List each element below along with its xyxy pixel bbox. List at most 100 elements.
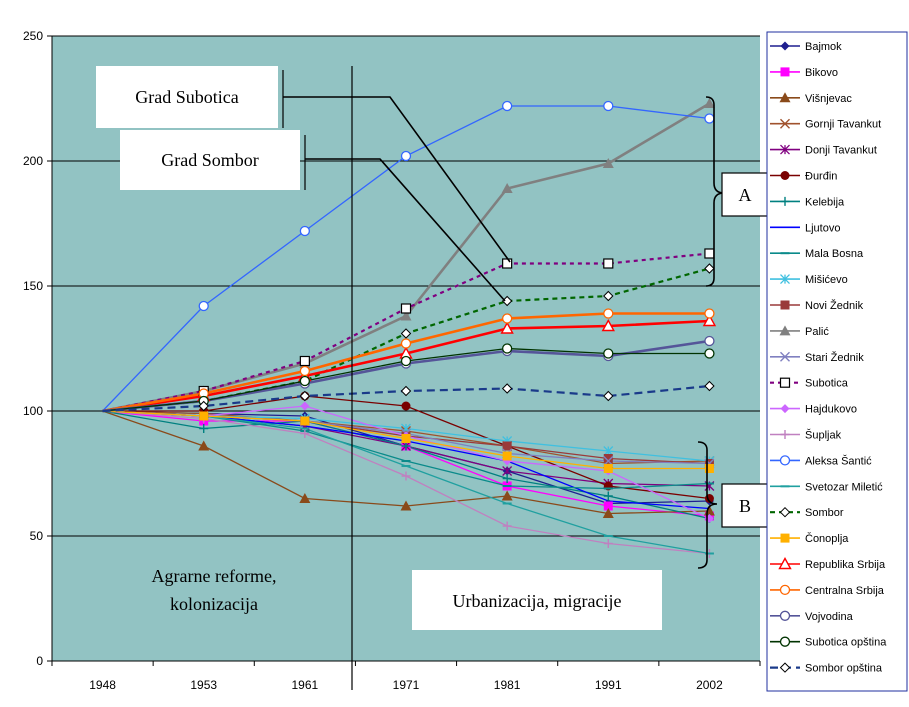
annotation-period2: Urbanizacija, migracije [412, 570, 662, 630]
x-tick-label: 1981 [494, 678, 521, 692]
point-centralna-srbija [299, 365, 311, 377]
annotation-grad-subotica: Grad Subotica [96, 66, 511, 263]
y-tick-label: 200 [23, 154, 43, 168]
point-ur-in [401, 401, 411, 411]
legend-marker [780, 351, 790, 362]
point-republika-srbija [601, 319, 615, 332]
legend-item-gornji-tavankut: Gornji Tavankut [770, 119, 881, 131]
x-tick-label: 1948 [89, 678, 116, 692]
legend-marker [779, 584, 791, 596]
legend-marker [780, 67, 790, 77]
point-aleksa-anti [400, 150, 412, 162]
point-vi-njevac [299, 493, 311, 503]
legend-marker [779, 325, 791, 336]
legend-label: Kelebija [805, 196, 845, 208]
legend-label: Sombor [805, 507, 844, 519]
legend-marker [780, 533, 790, 543]
point-onoplja [704, 464, 714, 473]
legend-label: Gornji Tavankut [805, 119, 881, 131]
point-republika-srbija [702, 314, 717, 327]
point-novi-ednik [502, 441, 512, 451]
legend-marker [779, 506, 791, 518]
y-axis: 0 50 100 150 200 250 [23, 29, 52, 668]
label-b: B [739, 496, 751, 516]
legend-label: Novi Žednik [805, 299, 864, 312]
legend-marker [779, 662, 791, 673]
period1-line2: kolonizacija [170, 594, 258, 614]
legend-label: Centralna Srbija [805, 585, 885, 597]
brace-b: B [697, 441, 769, 569]
point-aleksa-anti [299, 225, 311, 237]
y-tick-label: 100 [23, 404, 43, 418]
point-pali [400, 310, 412, 321]
point-upljak [603, 539, 613, 548]
point-upljak [401, 471, 411, 481]
point-vi-njevac [400, 500, 412, 511]
legend-item-bikovo: Bikovo [770, 67, 838, 79]
point-subotica [299, 355, 310, 367]
legend-marker [779, 636, 791, 647]
label-a: A [739, 185, 752, 205]
series-markers [197, 98, 717, 558]
y-tick-label: 250 [23, 29, 43, 43]
x-axis: 1948 1953 1961 1971 1981 1991 2002 [51, 661, 761, 692]
x-tick-label: 1991 [595, 678, 622, 692]
point-republika-srbija [500, 321, 514, 334]
legend-item-subotica: Subotica [770, 377, 849, 390]
legend-item-onoplja: Čonoplja [770, 532, 849, 545]
point-subotica-op-tina [501, 343, 513, 354]
legend-item-upljak: Šupljak [770, 429, 842, 442]
legend-label: Bikovo [805, 67, 838, 79]
point-hajdukovo [300, 401, 310, 411]
brace-a: A [705, 96, 769, 287]
legend-item-kelebija: Kelebija [770, 196, 845, 208]
legend-item-svetozar-mileti: Svetozar Miletić [770, 481, 883, 493]
legend-label: Subotica opština [805, 637, 887, 649]
point-pali [703, 98, 715, 108]
point-centralna-srbija [603, 308, 614, 319]
legend-marker [780, 274, 790, 285]
point-sombor [704, 263, 715, 274]
point-subotica-op-tina [299, 375, 311, 387]
point-sombor-op-tina [501, 383, 513, 394]
legend-label: Šupljak [805, 429, 842, 442]
point-sombor [400, 328, 412, 339]
annotation-period1: Agrarne reforme, kolonizacija [120, 545, 310, 635]
legend-item-pali: Palić [770, 325, 829, 338]
legend-label: Bajmok [805, 41, 842, 53]
point-vi-njevac [501, 490, 513, 501]
legend-label: Donji Tavankut [805, 145, 877, 157]
legend-label: Višnjevac [805, 93, 852, 105]
point-subotica [400, 303, 412, 314]
point-subotica-op-tina [603, 348, 614, 359]
point-sombor-op-tina [198, 400, 209, 412]
point-subotica [704, 248, 715, 259]
axes [51, 36, 760, 662]
legend-item-sombor: Sombor [770, 506, 844, 519]
x-tick-label: 1961 [292, 678, 319, 692]
point-kelebija [199, 424, 209, 433]
legend-marker [780, 171, 790, 180]
point-vojvodina [704, 335, 715, 347]
point-sombor-op-tina [400, 385, 412, 397]
legend-marker [779, 377, 791, 388]
point-pali [602, 158, 614, 168]
point-sombor [603, 290, 614, 302]
legend: Bajmok Bikovo Višnjevac Gornji Tavankut Donj… [770, 41, 887, 675]
point-subotica-op-tina [400, 355, 412, 367]
legend-marker [778, 557, 792, 570]
x-tick-label: 2002 [696, 678, 723, 692]
y-tick-label: 150 [23, 279, 43, 293]
legend-item-subotica-op-tina: Subotica opština [770, 636, 887, 649]
legend-item-mala-bosna: Mala Bosna [770, 248, 864, 260]
legend-label: Mišićevo [805, 274, 848, 286]
annotation-grad-sombor: Grad Sombor [120, 130, 506, 302]
point-subotica [603, 258, 614, 269]
y-tick-label: 50 [30, 529, 44, 543]
legend-label: Palić [805, 326, 829, 338]
y-tick-label: 0 [36, 654, 43, 668]
legend-item-hajdukovo: Hajdukovo [770, 404, 857, 416]
legend-item-ljutovo: Ljutovo [770, 222, 840, 234]
legend-marker [779, 455, 791, 466]
